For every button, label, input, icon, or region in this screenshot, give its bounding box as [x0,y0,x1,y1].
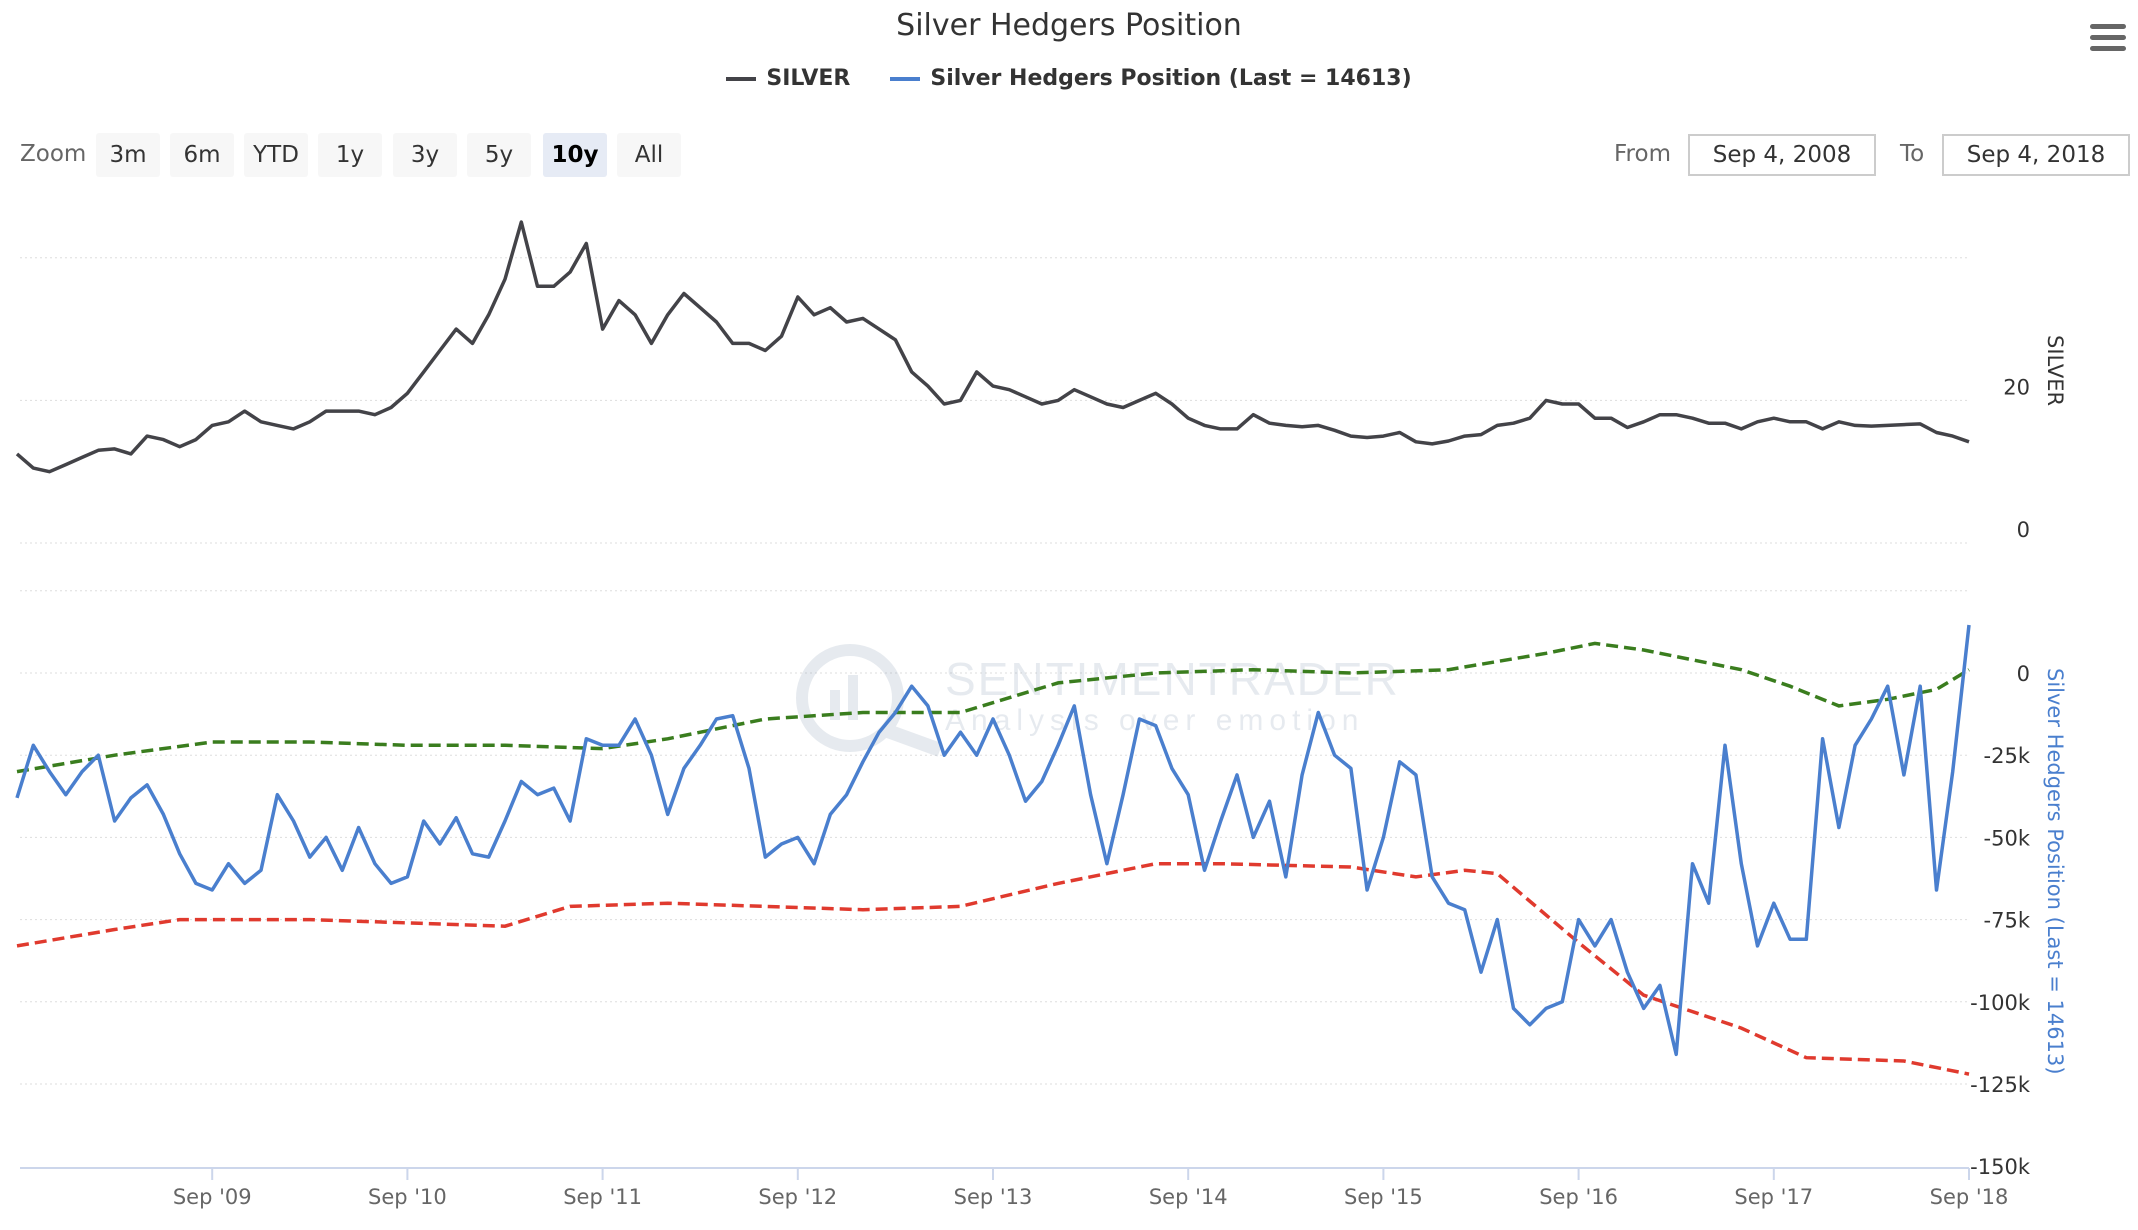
y-tick-label-hedgers: -50k [1984,826,2031,850]
legend-symbol-hedgers [890,76,921,81]
x-tick-label: Sep '13 [954,1185,1033,1209]
zoom-label: Zoom [20,141,87,167]
silver-price-line [15,220,1970,474]
hamburger-menu-icon[interactable] [2090,24,2126,54]
hedgers-position-line [15,624,1971,1057]
to-label: To [1900,141,1925,167]
legend-item-hedgers[interactable]: Silver Hedgers Position (Last = 14613) [890,66,1412,91]
zoom-3m-button[interactable]: 3m [96,133,160,177]
x-tick-label: Sep '17 [1734,1185,1813,1209]
x-tick-label: Sep '14 [1149,1185,1228,1209]
zoom-all-button[interactable]: All [617,133,681,177]
x-tick-label: Sep '15 [1344,1185,1423,1209]
sentimentrader-watermark: SENTIMENTRADER Analysis over emotion [796,644,1400,757]
y-axis-title-hedgers: Silver Hedgers Position (Last = 14613) [2043,668,2067,1075]
chart-title: Silver Hedgers Position [896,8,1242,43]
zoom-5y-button[interactable]: 5y [467,133,531,177]
lower-band-line [16,861,1970,1076]
y-tick-label-hedgers: -150k [1970,1155,2031,1179]
svg-text:SENTIMENTRADER: SENTIMENTRADER [945,653,1400,705]
y-tick-label-hedgers: 0 [2017,662,2030,686]
y-tick-label-silver: 0 [2017,518,2030,542]
legend-label-silver: SILVER [766,66,851,91]
zoom-ytd-button[interactable]: YTD [244,133,308,177]
from-label: From [1614,141,1671,167]
zoom-6m-button[interactable]: 6m [170,133,234,177]
y-tick-label-hedgers: -125k [1970,1073,2031,1097]
from-date-input[interactable]: Sep 4, 2008 [1688,134,1876,176]
y-tick-label-hedgers: -100k [1970,991,2031,1015]
legend-symbol-silver [726,76,757,81]
legend: SILVER Silver Hedgers Position (Last = 1… [0,66,2138,91]
x-tick-label: Sep '12 [758,1185,837,1209]
x-tick-label: Sep '16 [1539,1185,1618,1209]
y-axis-title-silver: SILVER [2043,335,2067,406]
y-tick-label-hedgers: -25k [1984,744,2031,768]
y-tick-label-hedgers: -75k [1984,909,2031,933]
to-date-input[interactable]: Sep 4, 2018 [1942,134,2130,176]
zoom-1y-button[interactable]: 1y [318,133,382,177]
legend-item-silver[interactable]: SILVER [726,66,850,91]
legend-label-hedgers: Silver Hedgers Position (Last = 14613) [930,66,1412,91]
zoom-10y-button[interactable]: 10y [543,133,607,177]
x-tick-label: Sep '11 [563,1185,642,1209]
x-tick-label: Sep '10 [368,1185,447,1209]
x-tick-label: Sep '09 [173,1185,252,1209]
svg-text:Analysis over emotion: Analysis over emotion [945,704,1364,737]
y-tick-label-silver: 20 [2003,375,2030,399]
upper-band-line [16,641,1970,774]
zoom-3y-button[interactable]: 3y [393,133,457,177]
x-tick-label: Sep '18 [1930,1185,2009,1209]
